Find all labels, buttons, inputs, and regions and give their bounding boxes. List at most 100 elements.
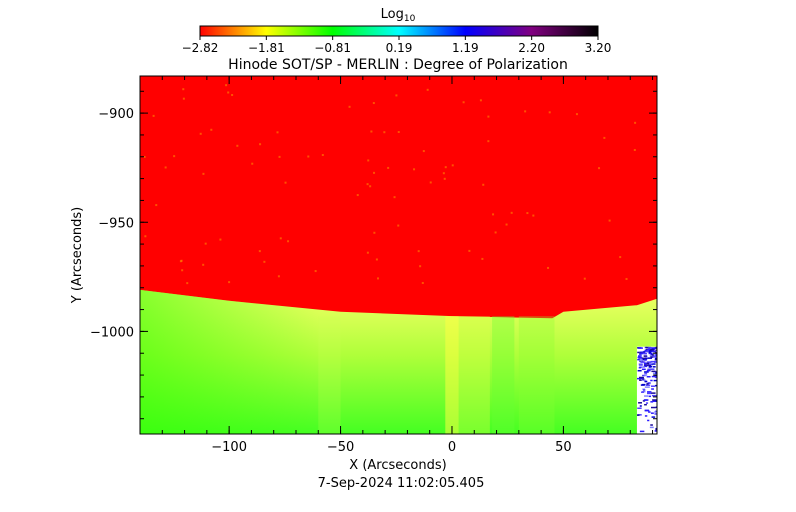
- speckle: [179, 260, 182, 263]
- noise-pixel: [645, 350, 650, 353]
- noise-pixel: [655, 427, 657, 430]
- noise-pixel: [644, 359, 647, 361]
- speckle: [619, 256, 622, 259]
- noise-pixel: [651, 416, 656, 418]
- scan-stripe: [318, 316, 341, 434]
- noise-pixel: [654, 376, 657, 379]
- noise-pixel: [654, 360, 657, 363]
- speckle: [462, 101, 465, 104]
- noise-pixel: [654, 359, 657, 361]
- speckle: [417, 250, 420, 253]
- speckle: [369, 185, 372, 188]
- noise-pixel: [645, 402, 649, 404]
- speckle: [526, 212, 529, 215]
- noise-pixel: [636, 414, 640, 416]
- x-tick-label: −100: [211, 440, 247, 455]
- colorbar-tick-label: 1.19: [452, 41, 479, 55]
- noise-pixel: [639, 358, 643, 361]
- speckle: [155, 204, 158, 207]
- speckle: [373, 231, 376, 234]
- noise-pixel: [651, 388, 654, 390]
- speckle: [321, 154, 324, 157]
- speckle: [444, 166, 447, 169]
- speckle: [202, 172, 205, 175]
- speckle: [429, 181, 432, 184]
- noise-pixel: [654, 413, 657, 415]
- noise-pixel: [644, 395, 649, 397]
- speckle: [422, 150, 425, 153]
- noise-pixel: [647, 419, 650, 422]
- noise-pixel: [648, 365, 653, 368]
- speckle: [370, 130, 373, 133]
- noise-pixel: [638, 355, 641, 358]
- speckle: [426, 88, 429, 91]
- noise-pixel: [650, 401, 654, 403]
- noise-pixel: [647, 368, 651, 371]
- speckle: [227, 91, 230, 94]
- noise-pixel: [648, 351, 652, 354]
- speckle: [278, 155, 281, 158]
- noise-pixel: [655, 349, 657, 351]
- scan-stripe: [445, 316, 459, 434]
- speckle: [182, 88, 185, 91]
- speckle: [395, 94, 398, 97]
- noise-pixel: [646, 361, 652, 363]
- noise-pixel: [638, 363, 643, 365]
- colorbar-tick-label: −1.81: [248, 41, 285, 55]
- noise-pixel: [640, 361, 646, 363]
- noise-pixel: [650, 379, 653, 382]
- x-tick-label: 0: [448, 440, 456, 455]
- plot-area: [140, 76, 657, 434]
- speckle: [375, 258, 378, 261]
- x-axis-label: X (Arcseconds): [349, 458, 446, 473]
- noise-pixel: [637, 351, 641, 354]
- speckle: [182, 97, 185, 100]
- noise-pixel: [646, 383, 649, 385]
- speckle: [451, 164, 454, 167]
- speckle: [625, 277, 628, 280]
- noise-pixel: [644, 364, 649, 366]
- speckle: [287, 240, 290, 243]
- speckle: [468, 249, 471, 252]
- noise-pixel: [651, 394, 657, 397]
- noise-pixel: [651, 375, 657, 378]
- plot-frame: [139, 75, 658, 435]
- noise-pixel: [638, 364, 643, 366]
- speckle: [479, 99, 482, 102]
- speckle: [421, 281, 424, 284]
- noise-pixel: [642, 379, 646, 381]
- speckle: [510, 211, 513, 214]
- speckle: [413, 168, 416, 171]
- colorbar-tick-label: 2.20: [518, 41, 545, 55]
- noise-pixel: [647, 348, 651, 350]
- x-tick-label: 50: [555, 440, 572, 455]
- noise-pixel: [650, 348, 654, 351]
- speckle: [259, 143, 262, 146]
- noise-pixel: [651, 350, 656, 353]
- speckle: [152, 114, 155, 117]
- noise-pixel: [647, 364, 653, 366]
- noise-pixel: [648, 395, 651, 398]
- noise-pixel: [655, 346, 657, 349]
- speckle: [575, 113, 578, 116]
- noise-pixel: [644, 415, 648, 417]
- noise-pixel: [639, 405, 642, 407]
- off-limb-speckles: [143, 84, 637, 285]
- noise-patch: [636, 346, 657, 434]
- noise-pixel: [655, 428, 657, 431]
- speckle: [236, 144, 239, 147]
- noise-pixel: [647, 347, 652, 349]
- x-axis: −100 −50 0 50: [139, 76, 654, 455]
- noise-pixel: [650, 412, 654, 414]
- speckle: [210, 128, 213, 131]
- noise-pixel: [650, 424, 653, 426]
- speckle: [442, 172, 445, 175]
- speckle: [481, 257, 484, 260]
- noise-pixel: [643, 365, 648, 368]
- colorbar-tick-label: 0.19: [386, 41, 413, 55]
- noise-pixel: [640, 352, 643, 355]
- scan-stripe: [518, 316, 555, 434]
- noise-pixel: [644, 371, 649, 373]
- speckle: [251, 162, 254, 165]
